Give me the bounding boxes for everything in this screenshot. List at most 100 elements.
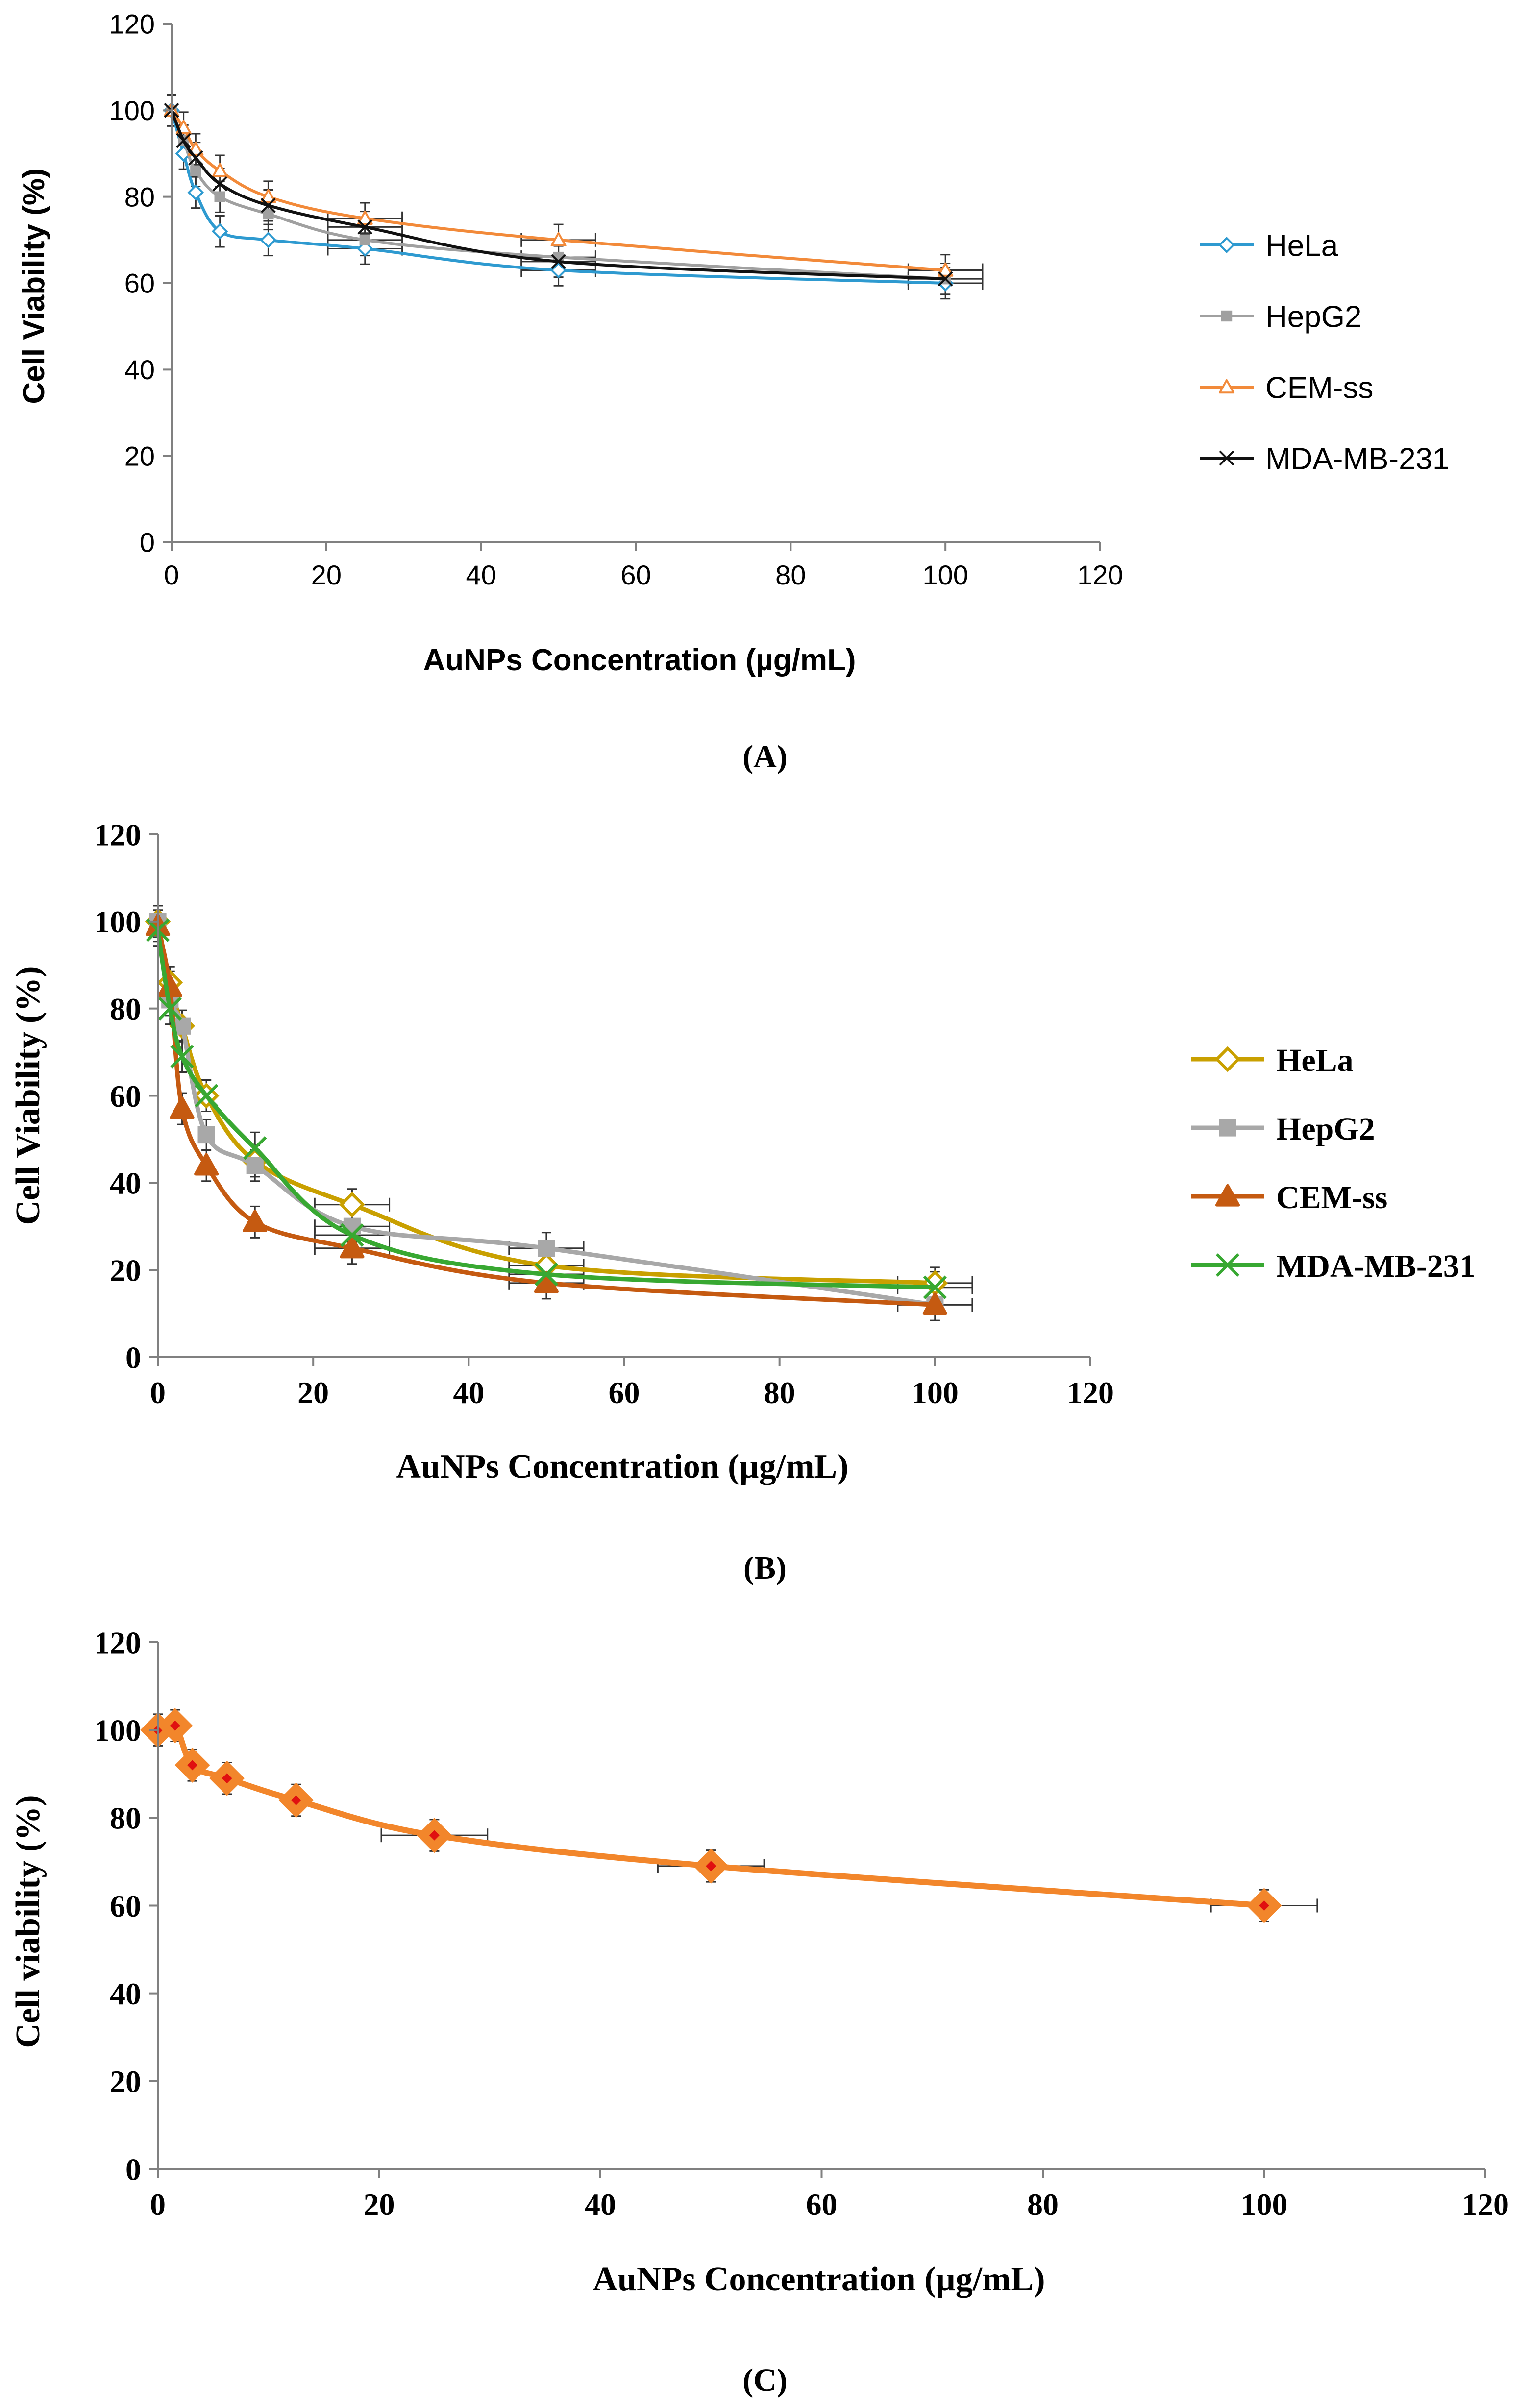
x-tick-label: 20 bbox=[364, 2187, 395, 2222]
legend-marker-cem-ss bbox=[1219, 379, 1234, 394]
y-tick-label: 20 bbox=[110, 2064, 141, 2099]
data-point-hela bbox=[187, 184, 204, 201]
chart-panel-a: 0 20 40 60 80 100 120 0 20 40 60 80 100 120 Cell Viab… bbox=[17, 9, 1450, 775]
data-point-series-center bbox=[170, 1720, 180, 1731]
y-tick-label: 60 bbox=[124, 268, 155, 299]
y-tick-label: 120 bbox=[94, 1625, 141, 1660]
x-tick-label: 60 bbox=[609, 1375, 640, 1410]
x-axis-label: AuNPs Concentration (µg/mL) bbox=[592, 2261, 1045, 2298]
x-tick-label: 40 bbox=[466, 559, 496, 590]
y-axis-label: Cell Viability (%) bbox=[9, 966, 47, 1225]
series-line-mda-mb-231 bbox=[155, 928, 938, 1290]
legend-marker-hela bbox=[1214, 1046, 1241, 1072]
data-point-hepg2 bbox=[214, 191, 225, 202]
x-tick-label: 0 bbox=[150, 1375, 166, 1410]
data-point-cem-ss bbox=[357, 210, 373, 225]
data-point-mda-mb-231 bbox=[260, 197, 276, 213]
data-point-hepg2 bbox=[190, 165, 201, 176]
error-bars bbox=[153, 914, 973, 1304]
y-tick-label: 80 bbox=[124, 181, 155, 212]
legend-label-hela: HeLa bbox=[1265, 229, 1338, 263]
data-point-hela bbox=[339, 1192, 365, 1218]
data-point-hepg2 bbox=[538, 1240, 555, 1257]
y-tick-label: 0 bbox=[125, 1340, 141, 1375]
legend-label-mda-mb-231: MDA-MB-231 bbox=[1276, 1248, 1476, 1284]
series-line-hepg2 bbox=[155, 919, 938, 1307]
x-axis-label: AuNPs Concentration (µg/mL) bbox=[423, 643, 856, 677]
x-tick-label: 120 bbox=[1077, 559, 1123, 590]
panel-label: (C) bbox=[742, 2362, 788, 2398]
y-tick-label: 80 bbox=[110, 1801, 141, 1836]
legend-marker-hela bbox=[1218, 237, 1235, 253]
x-tick-label: 120 bbox=[1067, 1375, 1114, 1410]
data-point-cem-ss bbox=[922, 1292, 947, 1315]
legend-label-mda-mb-231: MDA-MB-231 bbox=[1265, 442, 1450, 476]
error-bars bbox=[153, 1709, 1318, 1922]
legend-label-hepg2: HepG2 bbox=[1265, 300, 1361, 334]
legend-label-cem-ss: CEM-ss bbox=[1265, 371, 1373, 405]
data-point-mda-mb-231 bbox=[243, 1136, 267, 1160]
chart-panel-b: 0 20 40 60 80 100 120 0 20 40 60 80 100 120 Cell Viab… bbox=[9, 817, 1476, 1586]
data-point-mda-mb-231 bbox=[938, 271, 953, 287]
x-tick-label: 60 bbox=[620, 559, 651, 590]
error-bars bbox=[153, 909, 973, 1321]
x-tick-label: 100 bbox=[1241, 2187, 1288, 2222]
y-tick-label: 120 bbox=[94, 817, 141, 852]
legend: HeLa HepG2 CEM-ss MDA-MB-231 bbox=[1200, 229, 1450, 476]
error-bars bbox=[153, 905, 973, 1321]
x-tick-label: 80 bbox=[775, 559, 806, 590]
x-axis-label: AuNPs Concentration (µg/mL) bbox=[396, 1448, 848, 1485]
data-point-hela bbox=[211, 223, 228, 240]
legend-marker-hepg2 bbox=[1221, 310, 1233, 322]
x-tick-label: 40 bbox=[453, 1375, 484, 1410]
data-point-series-center bbox=[1259, 1900, 1269, 1911]
legend-label-hepg2: HepG2 bbox=[1276, 1111, 1375, 1147]
x-tick-label: 40 bbox=[585, 2187, 616, 2222]
y-tick-label: 20 bbox=[110, 1253, 141, 1288]
x-tick-label: 20 bbox=[297, 1375, 329, 1410]
data-point-cem-ss bbox=[550, 232, 567, 247]
data-point-hela bbox=[922, 1270, 948, 1296]
legend-marker-cem-ss bbox=[1215, 1184, 1240, 1207]
data-point-series-center bbox=[291, 1795, 301, 1805]
data-point-cem-ss bbox=[170, 1096, 195, 1119]
chart-panel-c: 0 20 40 60 80 100 120 0 20 40 60 80 100 120 Cell viab… bbox=[9, 1625, 1509, 2398]
y-tick-label: 100 bbox=[109, 95, 155, 126]
data-point-hepg2 bbox=[359, 234, 370, 246]
data-point-hela bbox=[260, 232, 277, 248]
data-point-hepg2 bbox=[263, 208, 274, 220]
data-point-hepg2 bbox=[246, 1157, 264, 1174]
y-tick-label: 120 bbox=[109, 9, 155, 40]
legend-marker-mda-mb-231 bbox=[1215, 1253, 1240, 1277]
data-point-series-center bbox=[222, 1773, 232, 1784]
data-point-cem-ss bbox=[938, 262, 954, 277]
series-line-hela bbox=[170, 109, 947, 285]
y-tick-label: 0 bbox=[125, 2152, 141, 2187]
data-point-mda-mb-231 bbox=[534, 1262, 559, 1287]
data-point-mda-mb-231 bbox=[340, 1223, 364, 1247]
data-point-mda-mb-231 bbox=[923, 1275, 947, 1299]
data-point-cem-ss bbox=[194, 1153, 219, 1176]
data-point-cem-ss bbox=[212, 163, 228, 177]
data-point-mda-mb-231 bbox=[176, 133, 192, 148]
legend-marker-hepg2 bbox=[1219, 1119, 1236, 1137]
y-tick-label: 80 bbox=[110, 992, 141, 1026]
data-point-mda-mb-231 bbox=[212, 176, 228, 192]
y-tick-label: 20 bbox=[124, 440, 155, 471]
x-tick-label: 0 bbox=[150, 2187, 166, 2222]
data-point-cem-ss bbox=[260, 189, 276, 203]
data-point-mda-mb-231 bbox=[357, 219, 373, 235]
data-point-mda-mb-231 bbox=[170, 1045, 194, 1069]
error-bars bbox=[153, 905, 973, 1300]
x-tick-label: 120 bbox=[1462, 2187, 1509, 2222]
data-point-series-center bbox=[187, 1760, 198, 1771]
y-axis-label: Cell viability (%) bbox=[9, 1795, 47, 2048]
data-point-hepg2 bbox=[197, 1126, 215, 1144]
error-bars bbox=[167, 94, 984, 300]
y-tick-label: 40 bbox=[110, 1166, 141, 1201]
data-point-hela bbox=[550, 262, 567, 279]
x-tick-label: 60 bbox=[806, 2187, 838, 2222]
legend: HeLa HepG2 CEM-ss MDA-MB-231 bbox=[1191, 1043, 1476, 1284]
y-tick-label: 40 bbox=[124, 354, 155, 385]
